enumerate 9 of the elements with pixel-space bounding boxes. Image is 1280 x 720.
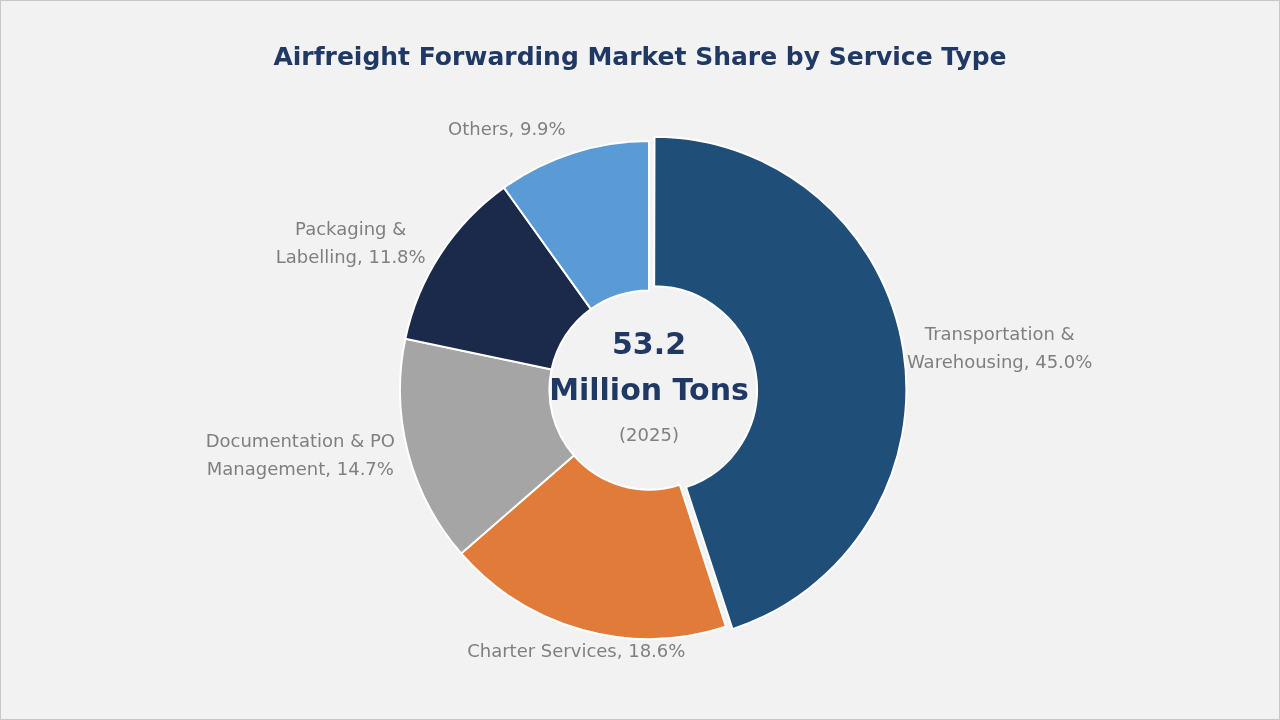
- slice-label: Transportation & Warehousing, 45.0%: [906, 322, 1093, 372]
- text: (2025): [619, 423, 679, 445]
- slice-label: Packaging & Labelling, 11.8%: [275, 217, 426, 267]
- text: Million Tons: [549, 371, 749, 407]
- slice-label: Charter Services, 18.6%: [467, 640, 686, 662]
- slice-label: Documentation & PO Management, 14.7%: [205, 429, 395, 479]
- chart-title: Airfreight Forwarding Market Share by Service Type: [272, 42, 1008, 71]
- text: 53.2: [611, 325, 687, 361]
- slice-label: Others, 9.9%: [447, 118, 566, 140]
